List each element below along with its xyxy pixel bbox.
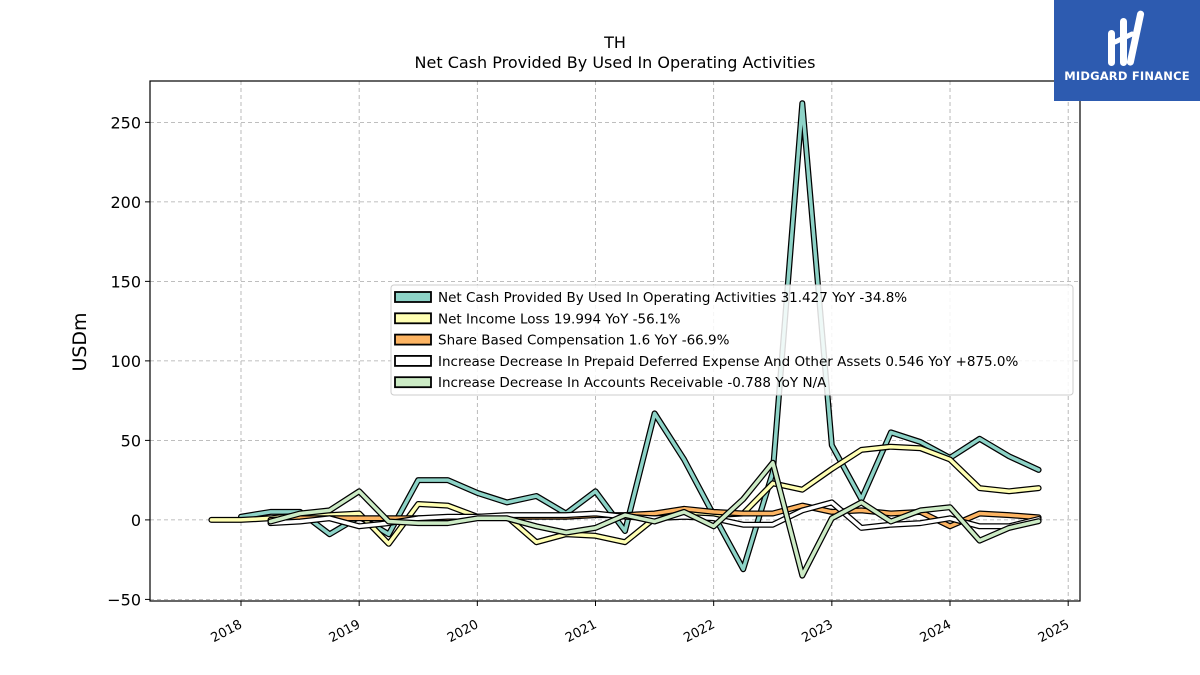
legend: Net Cash Provided By Used In Operating A… xyxy=(390,284,1074,396)
series-stroke xyxy=(209,444,1041,546)
brand-logo: MIDGARD FINANCE xyxy=(1054,0,1200,101)
logo-mark-icon xyxy=(1108,10,1145,66)
y-tick-label: −50 xyxy=(107,590,141,609)
y-tick-label: 250 xyxy=(110,113,141,132)
y-tick-label: 100 xyxy=(110,352,141,371)
y-tick-label: 200 xyxy=(110,193,141,212)
legend-label: Net Cash Provided By Used In Operating A… xyxy=(438,290,907,306)
y-axis-ticks: −50 0 50 100 150 200 250 xyxy=(107,113,150,609)
legend-box xyxy=(390,284,1074,396)
series-stroke xyxy=(268,460,1041,578)
series-lines xyxy=(208,100,1042,579)
legend-swatch xyxy=(394,333,432,346)
y-tick-label: 50 xyxy=(121,431,141,450)
legend-label: Share Based Compensation 1.6 YoY -66.9% xyxy=(438,333,730,349)
y-axis-label: USDm xyxy=(69,312,91,371)
chart-title: TH xyxy=(603,33,626,52)
plot-frame xyxy=(149,80,1081,602)
legend-swatch xyxy=(394,291,432,303)
series-5-line xyxy=(267,459,1042,579)
y-tick-label: 150 xyxy=(110,272,141,291)
legend-swatch xyxy=(394,312,432,325)
legend-swatch xyxy=(394,354,432,367)
logo-text: MIDGARD FINANCE xyxy=(1064,69,1190,83)
y-tick-label: 0 xyxy=(131,511,141,530)
legend-label: Net Income Loss 19.994 YoY -56.1% xyxy=(438,311,681,327)
legend-label: Increase Decrease In Prepaid Deferred Ex… xyxy=(438,354,1018,370)
legend-swatch xyxy=(394,376,432,389)
chart-subtitle: Net Cash Provided By Used In Operating A… xyxy=(415,53,816,72)
legend-label: Increase Decrease In Accounts Receivable… xyxy=(438,375,827,391)
series-2-line xyxy=(208,443,1042,547)
